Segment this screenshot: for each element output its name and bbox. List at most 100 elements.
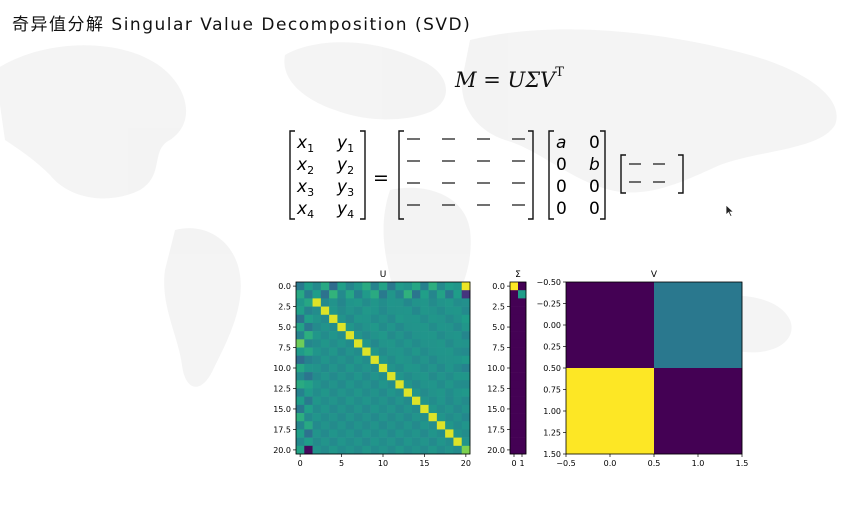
u-heatmap-cell	[337, 322, 347, 332]
u-heatmap-cell	[436, 298, 446, 307]
sigma-heatmap-cell	[510, 429, 519, 438]
u-heatmap-cell	[296, 404, 305, 414]
lhs-cell: y4	[336, 199, 354, 221]
u-heatmap-cell	[420, 363, 429, 373]
u-heatmap-cell	[362, 437, 371, 447]
u-heatmap-cell	[354, 290, 363, 299]
u-heatmap-cell	[420, 372, 429, 381]
u-heatmap-cell	[329, 347, 338, 357]
u-heatmap-ytick-label: 10.0	[273, 364, 291, 373]
u-heatmap-cell	[329, 363, 338, 373]
u-heatmap-cell	[387, 388, 396, 397]
u-heatmap-cell	[362, 388, 371, 397]
u-heatmap-cell	[378, 396, 388, 406]
u-heatmap-cell	[362, 306, 371, 316]
u-heatmap-cell	[345, 363, 355, 373]
u-heatmap-cell	[320, 445, 330, 455]
u-heatmap-cell	[428, 372, 438, 381]
v-heatmap-cell	[566, 368, 655, 455]
u-heatmap-cell	[304, 404, 313, 414]
u-heatmap-cell	[436, 339, 446, 348]
u-heatmap-cell	[337, 314, 347, 324]
u-heatmap-cell	[387, 445, 396, 455]
u-heatmap-cell	[362, 322, 371, 332]
u-heatmap-cell	[453, 298, 463, 307]
u-heatmap-cell	[428, 429, 438, 438]
u-heatmap-cell	[378, 445, 388, 455]
u-heatmap-cell	[461, 396, 471, 406]
u-heatmap-cell	[387, 322, 396, 332]
u-heatmap-cell	[445, 421, 454, 430]
v-heatmap-ytick-label: 0.75	[543, 386, 561, 395]
u-heatmap-cell	[329, 372, 338, 381]
u-heatmap-cell	[329, 331, 338, 340]
sigma-heatmap-ytick-label: 10.0	[487, 364, 505, 373]
u-heatmap-cell	[445, 339, 454, 348]
u-heatmap-cell	[445, 380, 454, 389]
u-heatmap-cell	[436, 282, 446, 291]
u-heatmap-xtick-label: 20	[461, 459, 471, 468]
u-heatmap-cell	[378, 306, 388, 316]
u-heatmap-cell	[412, 290, 421, 299]
u-heatmap-cell	[370, 322, 380, 332]
u-heatmap-cell	[362, 314, 371, 324]
u-heatmap-cell	[354, 372, 363, 381]
u-heatmap-cell	[395, 421, 405, 430]
sigma-heatmap-cell	[510, 339, 519, 348]
u-heatmap-cell	[428, 282, 438, 291]
u-heatmap-cell	[370, 347, 380, 357]
u-heatmap-cell	[412, 306, 421, 316]
u-heatmap-cell	[420, 282, 429, 291]
u-heatmap-cell	[461, 380, 471, 389]
u-heatmap-cell	[461, 298, 471, 307]
sigma-heatmap-cell	[518, 372, 527, 381]
u-heatmap-cell	[428, 413, 438, 422]
u-heatmap-cell	[337, 339, 347, 348]
u-heatmap-cell	[296, 372, 305, 381]
u-heatmap-cell	[461, 322, 471, 332]
u-heatmap-cell	[296, 347, 305, 357]
u-heatmap-cell	[403, 404, 413, 414]
u-heatmap-cell	[312, 290, 322, 299]
u-heatmap-cell	[378, 388, 388, 397]
u-heatmap-cell	[428, 404, 438, 414]
sigma-heatmap-cell	[510, 322, 519, 332]
u-heatmap-cell	[312, 355, 322, 365]
v-heatmap-ytick-label: 0.00	[543, 321, 561, 330]
u-heatmap-cell	[445, 298, 454, 307]
u-heatmap-cell	[378, 413, 388, 422]
u-heatmap-cell	[453, 282, 463, 291]
u-heatmap-cell	[345, 298, 355, 307]
u-heatmap-cell	[354, 339, 363, 348]
u-heatmap-cell	[403, 363, 413, 373]
u-heatmap-cell	[428, 339, 438, 348]
u-heatmap-cell	[461, 347, 471, 357]
u-heatmap-cell	[428, 322, 438, 332]
u-heatmap-cell	[312, 404, 322, 414]
u-heatmap-cell	[453, 306, 463, 316]
u-heatmap-cell	[362, 445, 371, 455]
u-heatmap-cell	[354, 347, 363, 357]
u-heatmap-cell	[312, 396, 322, 406]
u-heatmap-cell	[436, 380, 446, 389]
u-heatmap-cell	[395, 339, 405, 348]
u-heatmap-cell	[387, 421, 396, 430]
sigma-heatmap-ytick-label: 20.0	[487, 446, 505, 455]
u-heatmap-cell	[387, 298, 396, 307]
u-heatmap-cell	[320, 396, 330, 406]
u-heatmap-cell	[329, 421, 338, 430]
u-heatmap-cell	[370, 298, 380, 307]
u-heatmap-cell	[296, 331, 305, 340]
u-heatmap-cell	[387, 355, 396, 365]
u-heatmap-cell	[387, 380, 396, 389]
u-heatmap-cell	[387, 290, 396, 299]
u-heatmap-xtick-label: 15	[419, 459, 429, 468]
lhs-right-bracket	[360, 130, 366, 220]
u-heatmap-cell	[370, 339, 380, 348]
u-heatmap-cell	[420, 339, 429, 348]
u-heatmap-cell	[420, 306, 429, 316]
u-heatmap-cell	[403, 429, 413, 438]
u-heatmap-cell	[296, 396, 305, 406]
u-heatmap-cell	[296, 322, 305, 332]
